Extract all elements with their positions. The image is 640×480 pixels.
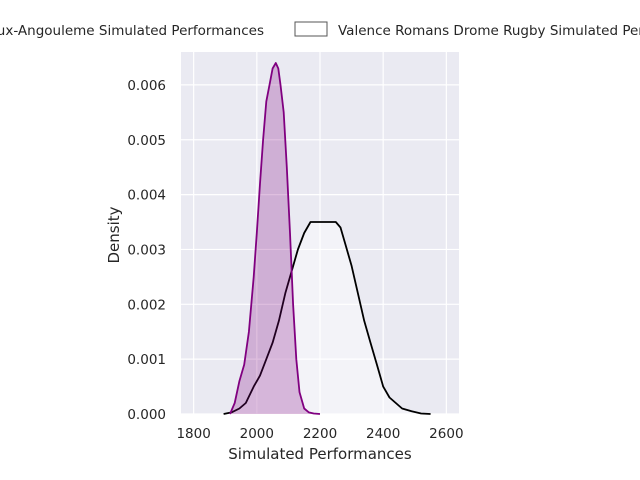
x-axis-label: Simulated Performances — [228, 445, 412, 463]
density-area-valence-romans-drome-rugby-simulated-performances — [223, 222, 431, 414]
legend-swatch-valence-romans — [294, 21, 328, 37]
x-axis-ticks: 1800 2000 2200 2400 2600 — [176, 426, 463, 442]
y-tick-label-0: 0.000 — [127, 407, 166, 423]
legend-label-valence-romans: Valence Romans Drome Rugby Simulated Per… — [338, 23, 640, 39]
series-layer — [223, 62, 431, 415]
legend: Soyaux-Angouleme Simulated Performances … — [0, 21, 640, 39]
density-area-soyaux-angouleme-simulated-performances — [230, 63, 320, 414]
density-line-valence-romans-drome-rugby-simulated-performances — [223, 221, 431, 415]
x-tick-label-2000: 2000 — [240, 426, 274, 442]
y-tick-label-3: 0.003 — [127, 242, 166, 258]
y-tick-label-1: 0.001 — [127, 352, 166, 368]
x-tick-label-2200: 2200 — [303, 426, 337, 442]
y-tick-label-4: 0.004 — [127, 188, 166, 204]
density-line-soyaux-angouleme-simulated-performances — [229, 62, 321, 415]
y-axis-label: Density — [105, 206, 123, 263]
y-axis-ticks: 0.000 0.001 0.002 0.003 0.004 0.005 0.006 — [127, 78, 166, 423]
x-tick-label-1800: 1800 — [176, 426, 210, 442]
y-tick-label-5: 0.005 — [127, 133, 166, 149]
x-tick-label-2600: 2600 — [429, 426, 463, 442]
y-tick-label-2: 0.002 — [127, 297, 166, 313]
x-tick-label-2400: 2400 — [366, 426, 400, 442]
y-tick-label-6: 0.006 — [127, 78, 166, 94]
legend-label-soyaux-angouleme: Soyaux-Angouleme Simulated Performances — [0, 23, 264, 39]
